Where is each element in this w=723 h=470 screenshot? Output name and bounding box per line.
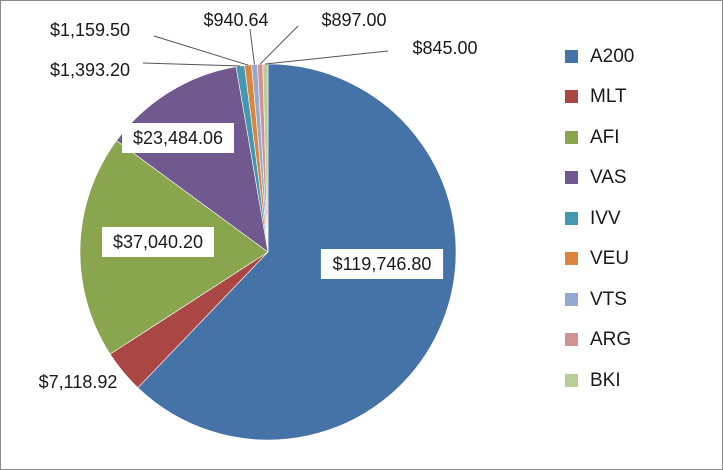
leader-lines [142, 25, 389, 67]
legend-swatch-arg [565, 333, 578, 347]
leader-line-bki [265, 50, 389, 65]
data-label-afi: $37,040.20 [102, 227, 214, 257]
leader-line-ivv [142, 62, 241, 67]
legend-item-bki: BKI [565, 360, 715, 401]
data-label-mlt: $7,118.92 [39, 372, 118, 392]
data-label-text-mlt: $7,118.92 [39, 372, 118, 392]
data-label-text-vts: $940.64 [203, 10, 268, 30]
legend-label-mlt: MLT [590, 86, 627, 108]
data-label-box-vas [122, 123, 234, 153]
data-label-ivv: $1,393.20 [50, 60, 130, 80]
data-label-arg: $897.00 [321, 10, 386, 30]
legend-item-ivv: IVV [565, 198, 715, 239]
legend-item-mlt: MLT [565, 77, 715, 118]
pie-slice-a200 [137, 63, 457, 441]
data-label-text-bki: $845.00 [412, 38, 477, 58]
legend-swatch-vas [565, 171, 578, 185]
legend-swatch-ivv [565, 211, 578, 225]
leader-line-arg [259, 25, 299, 65]
legend-swatch-vts [565, 292, 578, 306]
data-label-vts: $940.64 [203, 10, 268, 30]
data-label-text-ivv: $1,393.20 [50, 60, 130, 80]
legend-label-vas: VAS [590, 167, 627, 189]
legend-label-ivv: IVV [590, 207, 621, 229]
data-label-vas: $23,484.06 [122, 123, 234, 153]
legend-swatch-afi [565, 130, 578, 144]
legend-swatch-mlt [565, 90, 578, 104]
legend-label-arg: ARG [590, 329, 632, 351]
legend-item-a200: A200 [565, 36, 715, 77]
legend-label-bki: BKI [590, 369, 621, 391]
legend: A200 MLT AFI VAS IVV VEU VTS ARG BKI [565, 36, 715, 401]
legend-item-arg: ARG [565, 320, 715, 361]
legend-item-veu: VEU [565, 239, 715, 280]
data-label-box-a200 [320, 249, 444, 279]
data-label-text-afi: $37,040.20 [113, 232, 203, 252]
data-label-text-arg: $897.00 [321, 10, 386, 30]
legend-swatch-veu [565, 252, 578, 266]
data-label-bki: $845.00 [412, 38, 477, 58]
data-label-a200: $119,746.80 [320, 249, 444, 279]
data-label-veu: $1,159.50 [50, 20, 130, 40]
data-label-text-a200: $119,746.80 [333, 254, 432, 274]
legend-swatch-bki [565, 373, 578, 387]
legend-label-vts: VTS [590, 288, 627, 310]
data-label-text-veu: $1,159.50 [50, 20, 130, 40]
legend-label-afi: AFI [590, 126, 620, 148]
legend-label-a200: A200 [590, 45, 635, 67]
legend-item-vts: VTS [565, 279, 715, 320]
data-label-text-vas: $23,484.06 [133, 128, 223, 148]
legend-item-afi: AFI [565, 117, 715, 158]
data-label-box-afi [102, 227, 214, 257]
legend-swatch-a200 [565, 49, 578, 63]
leader-line-vts [249, 28, 255, 65]
legend-label-veu: VEU [590, 248, 630, 270]
leader-line-veu [153, 35, 249, 66]
data-labels: $119,746.80 $7,118.92 $37,040.20 $23,484.06… [39, 10, 478, 392]
legend-item-vas: VAS [565, 158, 715, 199]
